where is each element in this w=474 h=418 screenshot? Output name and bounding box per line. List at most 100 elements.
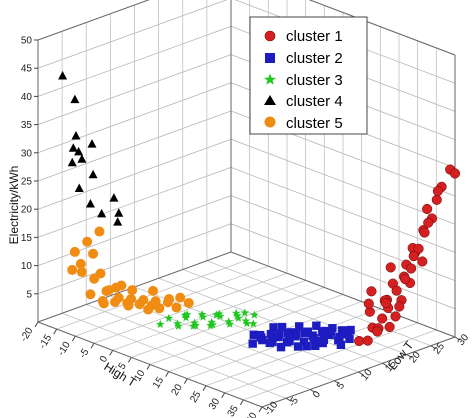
legend: cluster 1 cluster 2 cluster 3 cluster 4 … [249, 16, 368, 135]
x-tick-mark-10 [221, 392, 226, 399]
y-tick-label: 25 [432, 341, 448, 357]
point-cluster-4 [77, 154, 87, 163]
point-cluster-4 [68, 143, 78, 152]
point-cluster-1 [377, 313, 388, 324]
point-cluster-4 [97, 208, 107, 218]
x-tick-label: 15 [151, 375, 166, 391]
point-cluster-1 [394, 301, 405, 312]
point-cluster-2 [335, 332, 344, 342]
point-cluster-1 [400, 274, 411, 285]
x-tick-label: 0 [98, 354, 111, 365]
point-cluster-2 [255, 330, 265, 340]
point-cluster-5 [164, 294, 175, 305]
z-tick-label: 5 [26, 289, 32, 300]
x-tick-mark-0 [34, 321, 39, 328]
y-tick-mark-6 [406, 354, 413, 358]
z-tick-label: 20 [21, 205, 33, 216]
x-tick-label: 25 [188, 389, 203, 405]
y-tick-mark-2 [309, 389, 316, 393]
y-tick-mark-5 [382, 362, 388, 367]
legend-label-cluster-3: cluster 3 [286, 72, 343, 89]
point-cluster-5 [76, 267, 87, 278]
point-cluster-2 [300, 328, 310, 337]
x-tick-mark-12 [258, 406, 263, 413]
x-tick-mark-7 [165, 371, 170, 377]
y-tick-mark-8 [454, 336, 461, 341]
point-cluster-4 [67, 157, 77, 167]
x-tick-mark-1 [53, 328, 58, 335]
point-cluster-2 [292, 328, 301, 338]
y-tick-label: -10 [263, 399, 281, 418]
point-cluster-2 [283, 329, 293, 338]
box-edge-8 [308, 0, 456, 56]
point-cluster-2 [346, 325, 355, 335]
point-cluster-1 [413, 243, 424, 254]
point-cluster-3 [190, 318, 199, 327]
x-tick-label: -20 [19, 325, 36, 343]
point-cluster-4 [109, 193, 119, 202]
x-tick-mark-11 [239, 399, 244, 406]
point-cluster-3 [189, 321, 198, 330]
legend-item-cluster-3: cluster 3 [264, 72, 343, 89]
y-tick-mark-4 [358, 371, 364, 376]
point-cluster-4 [113, 217, 123, 226]
point-cluster-5 [75, 258, 86, 269]
point-cluster-5 [175, 292, 186, 303]
point-cluster-3 [197, 310, 207, 319]
x-tick-mark-6 [146, 364, 151, 370]
point-cluster-3 [164, 313, 174, 322]
point-cluster-5 [95, 268, 106, 279]
x-tick-label: 20 [170, 382, 185, 398]
point-cluster-3 [212, 310, 221, 319]
y-tick-label: 30 [456, 332, 472, 348]
point-cluster-3 [182, 310, 192, 319]
x-tick-label: -5 [77, 347, 91, 361]
point-cluster-2 [249, 330, 258, 339]
point-cluster-3 [206, 321, 215, 330]
point-cluster-1 [406, 263, 417, 274]
point-cluster-1 [423, 217, 434, 228]
point-cluster-3 [173, 319, 182, 328]
point-cluster-5 [82, 236, 93, 247]
z-tick-label: 45 [21, 64, 33, 75]
point-cluster-4 [70, 94, 80, 104]
point-cluster-2 [318, 327, 327, 337]
point-cluster-5 [143, 304, 154, 315]
y-tick-mark-3 [334, 380, 340, 385]
point-cluster-3 [224, 317, 233, 326]
point-cluster-2 [318, 338, 327, 348]
point-cluster-2 [269, 323, 278, 332]
legend-marker-cluster-2 [265, 53, 275, 63]
point-cluster-1 [354, 335, 365, 347]
point-cluster-5 [147, 285, 158, 296]
legend-label-cluster-5: cluster 5 [286, 115, 343, 132]
point-cluster-1 [449, 168, 461, 179]
z-axis-label: Electricity/kWh [7, 166, 21, 245]
grid-y-floor-1 [61, 312, 287, 399]
x-tick-mark-2 [71, 335, 76, 342]
y-tick-label: 10 [359, 367, 375, 383]
point-cluster-3 [234, 313, 243, 322]
point-cluster-2 [299, 337, 309, 346]
point-cluster-5 [154, 303, 165, 314]
point-cluster-3 [249, 319, 258, 328]
point-cluster-1 [391, 285, 402, 296]
point-cluster-4 [58, 71, 68, 80]
point-cluster-2 [311, 341, 320, 351]
point-cluster-2 [285, 336, 294, 346]
box-edge-3 [230, 251, 456, 338]
x-tick-mark-3 [90, 342, 95, 349]
z-tick-label: 50 [21, 36, 33, 47]
point-cluster-3 [225, 319, 235, 328]
x-tick-label: 5 [117, 361, 130, 372]
legend-marker-cluster-5 [264, 116, 276, 128]
z-tick-label: 15 [21, 233, 33, 244]
point-cluster-2 [248, 339, 257, 348]
point-cluster-1 [432, 185, 443, 197]
point-cluster-3 [242, 319, 252, 328]
point-cluster-5 [104, 285, 115, 296]
legend-marker-cluster-1 [264, 30, 276, 42]
point-cluster-4 [74, 146, 84, 156]
point-cluster-1 [385, 262, 396, 273]
